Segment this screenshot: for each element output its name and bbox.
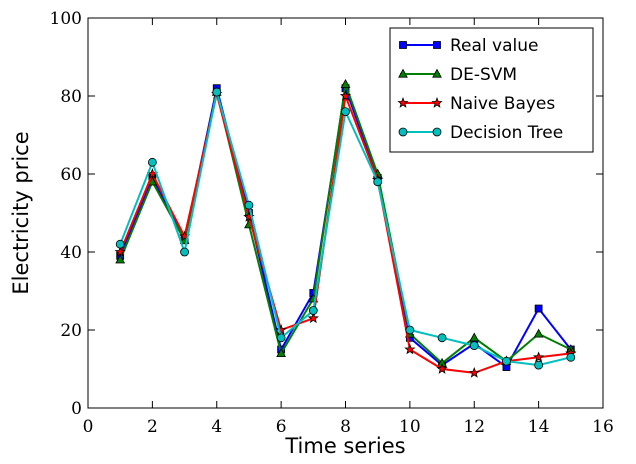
legend-marker [432,68,442,78]
legend-marker [432,127,442,137]
data-point-decision-tree [341,107,350,116]
data-point-naive-bayes [468,366,480,378]
y-tick-label: 80 [60,87,82,107]
legend-label: DE-SVM [450,65,517,85]
x-tick-label: 10 [399,417,421,437]
legend-label: Naive Bayes [450,94,555,114]
data-point-de-svm [469,332,480,342]
legend-marker [399,41,407,49]
legend-marker [433,41,441,49]
data-point-de-svm [115,254,126,264]
data-point-decision-tree [437,333,447,343]
data-point-decision-tree [534,360,544,370]
data-point-decision-tree [180,247,189,257]
data-point-naive-bayes [339,90,352,101]
data-point-naive-bayes [532,351,545,363]
y-axis-label: Electricity price [9,131,33,294]
data-point-de-svm [533,328,544,338]
data-point-decision-tree [276,333,286,343]
data-point-naive-bayes [404,343,416,355]
legend-label: Decision Tree [450,123,563,143]
series-decision-tree [115,87,576,370]
data-point-decision-tree [244,200,254,210]
legend-item-de-svm: DE-SVM [398,65,517,85]
data-point-naive-bayes [275,324,287,335]
legend-marker [431,97,443,108]
legend-label: Real value [450,36,539,56]
data-point-decision-tree [405,325,415,335]
x-tick-label: 8 [340,417,351,437]
data-point-naive-bayes [307,312,319,324]
x-tick-label: 6 [276,417,287,437]
x-tick-label: 2 [147,417,158,437]
data-point-decision-tree [502,356,511,366]
legend-item-decision-tree: Decision Tree [398,123,563,143]
data-point-decision-tree [566,352,576,362]
x-tick-label: 12 [463,417,485,437]
data-point-decision-tree [308,306,318,315]
data-point-real-value [534,304,543,313]
data-point-decision-tree [115,239,125,249]
legend-item-real-value: Real value [399,36,539,56]
x-tick-label: 4 [211,417,222,437]
data-point-decision-tree [373,177,383,187]
data-point-decision-tree [212,87,222,97]
y-tick-label: 0 [71,399,82,419]
data-point-decision-tree [147,157,157,167]
y-tick-label: 40 [60,243,82,263]
x-tick-label: 14 [528,417,550,437]
x-tick-label: 0 [83,417,94,437]
legend-item-naive-bayes: Naive Bayes [397,94,555,114]
data-point-decision-tree [469,341,479,351]
x-axis-label: Time series [284,434,405,458]
y-tick-label: 60 [60,165,82,185]
data-point-de-svm [340,78,351,88]
legend-marker [398,127,408,137]
legend-marker [398,68,408,78]
y-tick-label: 100 [50,9,82,29]
data-point-naive-bayes [436,363,448,374]
y-tick-label: 20 [60,321,82,341]
data-point-de-svm [276,348,286,357]
legend-marker [397,97,409,108]
x-tick-label: 16 [592,417,614,437]
data-point-naive-bayes [114,246,126,257]
